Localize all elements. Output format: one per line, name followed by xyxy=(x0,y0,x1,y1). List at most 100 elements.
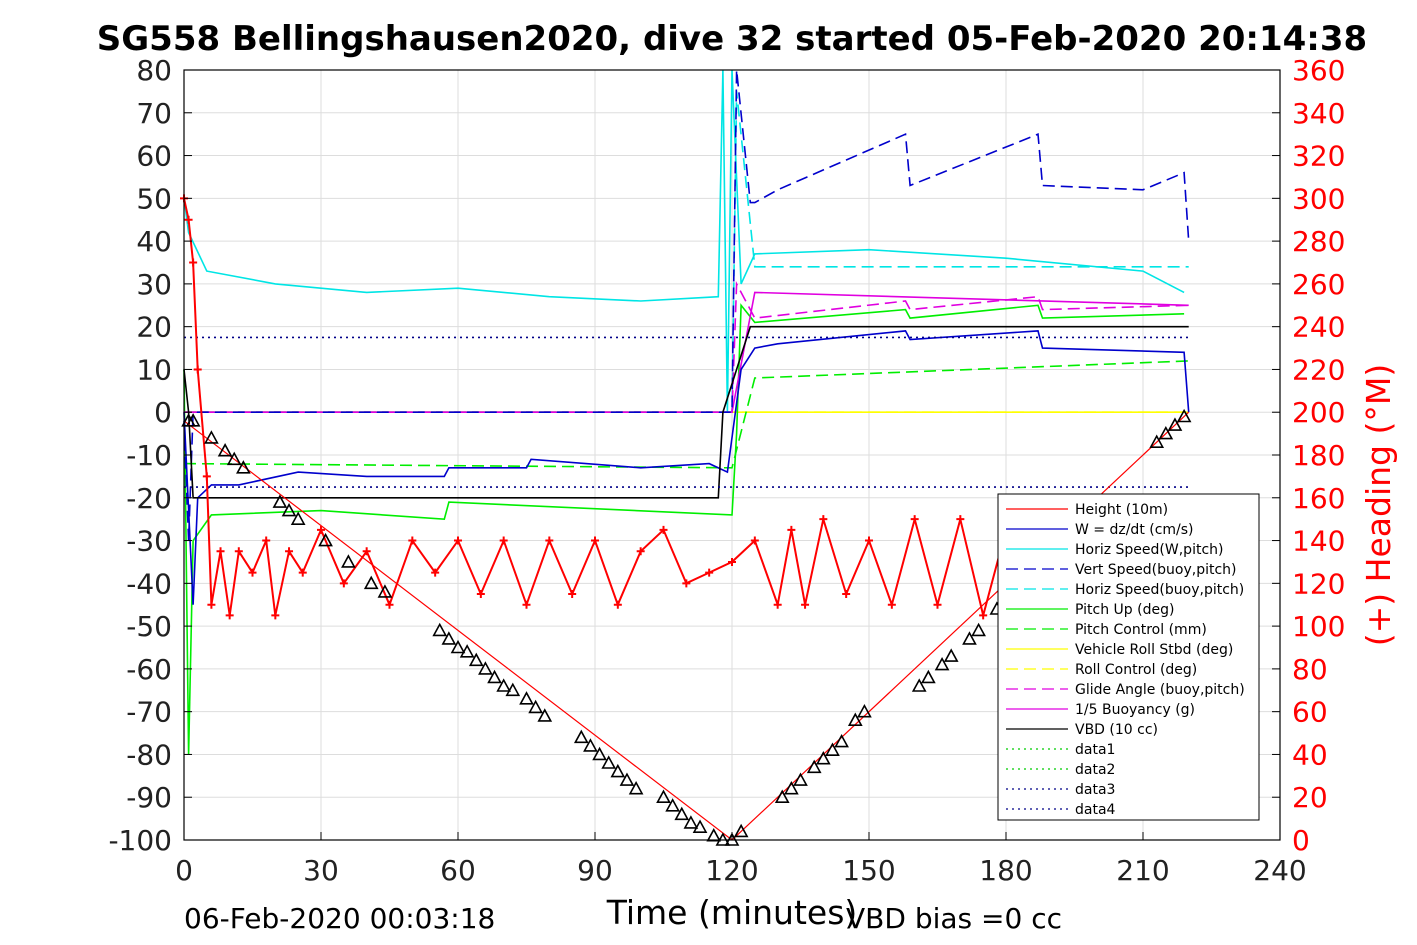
depth-marker xyxy=(226,451,242,466)
depth-marker xyxy=(628,780,644,795)
series-line-6 xyxy=(183,360,1189,469)
heading-point xyxy=(271,611,280,620)
y-tick-label: 70 xyxy=(136,97,172,130)
heading-point xyxy=(193,365,202,374)
y-tick-label: -40 xyxy=(126,567,172,600)
y-tick-label: -50 xyxy=(126,610,172,643)
legend-label: VBD (10 cc) xyxy=(1075,722,1158,738)
y-tick-label: -20 xyxy=(126,482,172,515)
heading-point xyxy=(801,600,810,609)
y-right-tick-label: 20 xyxy=(1292,781,1328,814)
depth-marker xyxy=(674,806,690,821)
heading-point xyxy=(933,600,942,609)
legend: Height (10m) W = dz/dt (cm/s) Horiz Speed(… xyxy=(997,493,1260,821)
depth-marker xyxy=(656,789,671,804)
y-right-tick-label: 160 xyxy=(1292,482,1345,515)
legend-label: Horiz Speed(buoy,pitch) xyxy=(1075,582,1244,598)
legend-label: Pitch Control (mm) xyxy=(1075,622,1207,638)
depth-marker xyxy=(774,789,790,804)
y-tick-label: -100 xyxy=(108,824,172,857)
y-right-tick-label: 320 xyxy=(1292,140,1345,173)
depth-marker xyxy=(793,772,808,786)
heading-point xyxy=(454,536,462,545)
y-right-tick-label: 180 xyxy=(1292,439,1345,472)
y-right-tick-label: 260 xyxy=(1292,268,1345,301)
heading-point xyxy=(499,536,508,545)
depth-marker xyxy=(487,669,502,684)
depth-marker xyxy=(857,703,872,718)
heading-layer xyxy=(180,194,1056,620)
y-tick-label: 80 xyxy=(136,54,172,87)
depth-marker xyxy=(692,819,708,833)
y-right-tick-label: 40 xyxy=(1292,738,1328,771)
depth-marker xyxy=(665,798,680,812)
y-tick-label: 60 xyxy=(136,140,172,173)
depth-marker xyxy=(573,729,589,744)
heading-point xyxy=(591,536,599,545)
depth-marker xyxy=(528,699,543,714)
legend-label: Vehicle Roll Stbd (deg) xyxy=(1075,642,1233,658)
depth-marker xyxy=(834,733,849,748)
depth-marker xyxy=(911,678,927,692)
depth-marker xyxy=(478,661,493,675)
y-right-tick-label: 200 xyxy=(1292,396,1345,429)
depth-marker xyxy=(281,502,297,517)
depth-marker xyxy=(377,584,393,598)
y-tick-label: 40 xyxy=(136,225,172,258)
depth-marker xyxy=(217,443,233,457)
heading-point xyxy=(317,525,325,534)
depth-marker xyxy=(601,755,617,769)
footer-timestamp: 06-Feb-2020 00:03:18 xyxy=(184,902,495,935)
series-line-10 xyxy=(184,291,1189,414)
y-tick-label: -70 xyxy=(126,696,172,729)
legend-label: Vert Speed(buoy,pitch) xyxy=(1075,562,1237,578)
depth-marker xyxy=(468,652,484,667)
y-right-tick-label: 360 xyxy=(1292,54,1345,87)
depth-marker xyxy=(592,746,607,761)
x-tick-label: 60 xyxy=(440,854,476,887)
depth-marker xyxy=(318,532,333,547)
heading-point xyxy=(234,547,243,556)
y-right-tick-label: 80 xyxy=(1292,653,1328,686)
y-right-tick-label: 280 xyxy=(1292,225,1345,258)
heading-point xyxy=(787,525,796,534)
heading-point xyxy=(408,536,417,545)
y-tick-label: 50 xyxy=(136,182,172,215)
heading-point xyxy=(887,600,896,609)
y-right-tick-label: 240 xyxy=(1292,311,1345,344)
legend-label: 1/5 Buoyancy (g) xyxy=(1075,702,1195,718)
heading-point xyxy=(362,547,371,556)
heading-point xyxy=(750,536,759,545)
legend-label: Height (10m) xyxy=(1075,502,1168,518)
legend-label: W = dz/dt (cm/s) xyxy=(1075,522,1194,538)
x-tick-label: 240 xyxy=(1253,854,1306,887)
heading-point xyxy=(285,547,294,556)
heading-point xyxy=(636,547,645,556)
x-tick-label: 210 xyxy=(1116,854,1169,887)
heading-point xyxy=(216,547,225,556)
heading-line xyxy=(183,198,1053,616)
depth-marker xyxy=(619,772,635,786)
heading-point xyxy=(728,557,736,566)
x-tick-label: 0 xyxy=(175,854,193,887)
depth-marker xyxy=(441,631,457,645)
y-right-tick-label: 340 xyxy=(1292,97,1345,130)
y-tick-label: 0 xyxy=(154,396,172,429)
y-right-tick-label: 120 xyxy=(1292,567,1345,600)
depth-marker xyxy=(363,575,379,590)
depth-marker xyxy=(683,815,699,829)
heading-point xyxy=(202,472,211,481)
heading-point xyxy=(842,590,851,599)
x-axis-label: Time (minutes) xyxy=(606,893,858,932)
marker-layer xyxy=(181,408,1192,846)
y-axis-right: 3603403203002802602402202001801601401201… xyxy=(1272,54,1345,857)
y-right-tick-label: 0 xyxy=(1292,824,1310,857)
y-tick-label: -60 xyxy=(126,653,172,686)
depth-marker xyxy=(806,759,822,774)
depth-marker xyxy=(496,678,512,692)
heading-point xyxy=(225,611,234,620)
x-axis: 0 30 60 90 120 150 180 210 240 xyxy=(175,832,1307,887)
x-tick-label: 90 xyxy=(577,854,613,887)
depth-marker xyxy=(825,742,840,756)
y-tick-label: 10 xyxy=(136,353,172,386)
